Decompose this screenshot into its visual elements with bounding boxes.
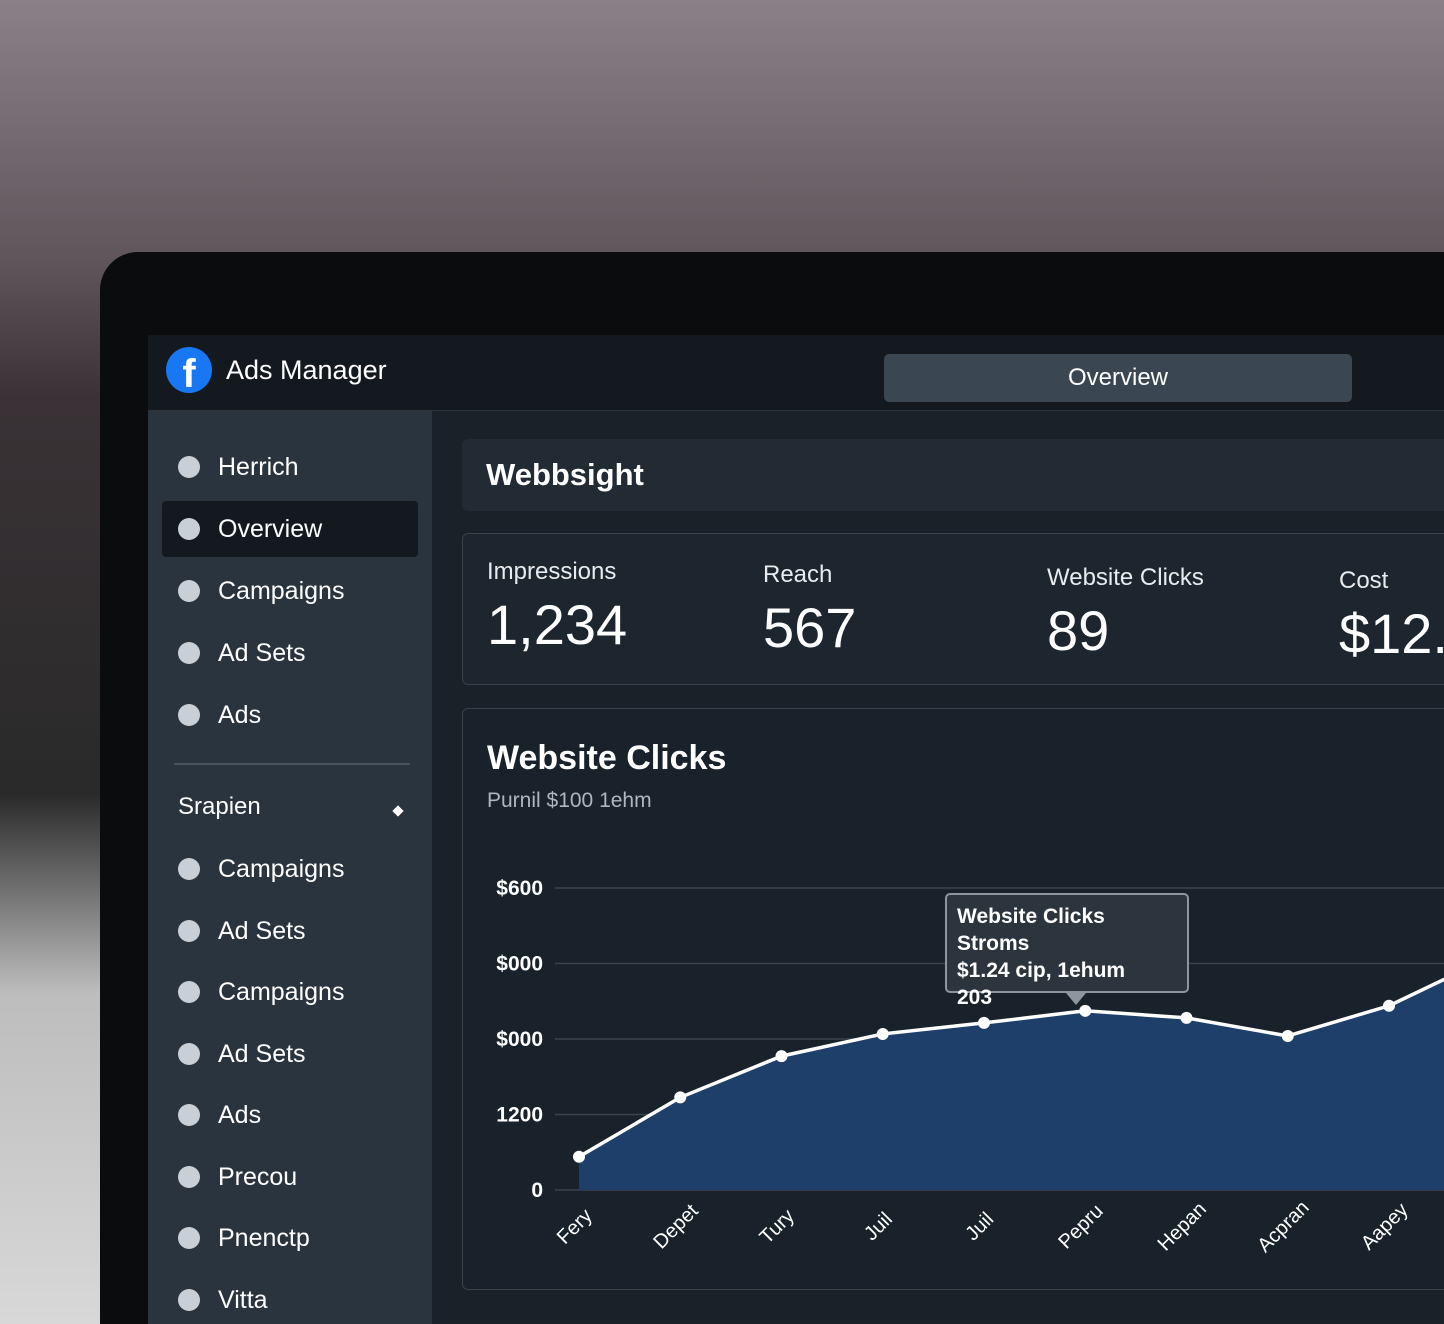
metric-label: Cost: [1339, 567, 1389, 594]
metrics: Impressions 1,234 Reach 567 Website Clicks 89…: [462, 533, 1444, 685]
nav-icon: [178, 1288, 200, 1311]
nav-item[interactable]: Herrich: [162, 439, 418, 495]
point: [1079, 1004, 1092, 1017]
section-toggle[interactable]: [392, 805, 404, 817]
tooltip-line: 203: [957, 986, 993, 1009]
tab[interactable]: Overview: [884, 354, 1352, 402]
tooltip-line: $1.24 cip, 1ehum: [957, 959, 1126, 982]
nav-icon: [178, 981, 200, 1003]
nav-icon: [178, 1042, 200, 1065]
x-tick-label: Depet: [649, 1200, 703, 1254]
metric-label: Website Clicks: [1047, 564, 1204, 591]
point: [573, 1150, 585, 1163]
section-title[interactable]: Srapien: [178, 793, 261, 820]
x-tick-label: Fery: [553, 1205, 597, 1249]
nav-icon: [178, 518, 200, 540]
nav-item[interactable]: Ad Sets: [162, 1026, 418, 1082]
x-tick-label: Acpran: [1253, 1197, 1313, 1257]
chart-card: Website Clicks Purnil $100 1ehm 0 1200 $00…: [462, 708, 1444, 1290]
nav-item[interactable]: Ad Sets: [162, 903, 418, 959]
nav-label: Ads: [218, 701, 262, 729]
screen: f Ads Manager Overview Srapien Herrich Ov…: [148, 335, 1444, 1324]
nav-item[interactable]: Ad Sets: [162, 625, 418, 681]
area-fill: [579, 979, 1444, 1190]
nav-icon: [178, 1227, 200, 1249]
chart: 0 1200 $000 $000 $600 Fery Depet Tury Juil Juil Pe…: [496, 877, 1444, 1257]
metric-value: 567: [763, 596, 857, 659]
app-name: Ads Manager: [226, 355, 387, 385]
nav-label: Herrich: [218, 453, 299, 481]
x-tick-label: Juil: [860, 1208, 897, 1245]
nav-icon: [178, 704, 200, 726]
nav-label: Campaigns: [218, 978, 345, 1006]
tooltip: Website Clicks Stroms $1.24 cip, 1ehum 203: [945, 893, 1189, 1009]
top-bar: f Ads Manager Overview: [148, 335, 1444, 411]
nav-item[interactable]: Vitta: [162, 1272, 418, 1324]
nav-item[interactable]: Overview: [162, 501, 418, 557]
nav-label: Ads: [218, 1101, 262, 1129]
point: [1383, 999, 1395, 1012]
x-tick-label: Hepan: [1154, 1198, 1211, 1255]
nav-icon: [178, 580, 200, 602]
nav-label: Campaigns: [218, 855, 345, 883]
chart-subtitle: Purnil $100 1ehm: [487, 789, 652, 812]
tooltip-pointer: [1066, 993, 1086, 1005]
nav-icon: [178, 1104, 200, 1126]
divider: [174, 763, 410, 765]
line: [578, 977, 1444, 1159]
nav-icon: [178, 919, 200, 942]
nav-item[interactable]: Ads: [162, 1087, 418, 1143]
nav-item[interactable]: Precou: [162, 1149, 418, 1205]
nav-icon: [178, 858, 200, 880]
point: [876, 1027, 889, 1040]
x-tick-label: Pepru: [1054, 1200, 1107, 1253]
nav-label: Campaigns: [218, 577, 345, 605]
point: [674, 1091, 687, 1104]
nav-label: Ad Sets: [218, 1039, 306, 1068]
y-tick-label: 0: [531, 1179, 543, 1202]
nav-label: Ad Sets: [218, 916, 306, 945]
nav-label: Precou: [218, 1162, 298, 1191]
logo[interactable]: f: [166, 347, 212, 393]
nav-item[interactable]: Campaigns: [162, 563, 418, 619]
metric-value: $12.: [1339, 602, 1444, 665]
metric-label: Reach: [763, 561, 833, 588]
nav-label: Ad Sets: [218, 639, 306, 667]
y-tick-label: $600: [496, 877, 543, 900]
y-tick-label: 1200: [496, 1104, 543, 1127]
chart-title: Website Clicks: [487, 739, 727, 777]
nav-item[interactable]: Ads: [162, 687, 418, 743]
point: [978, 1016, 990, 1029]
nav-item[interactable]: Pnenctp: [162, 1210, 418, 1266]
point: [1281, 1029, 1294, 1042]
tooltip-line: Website Clicks Stroms: [957, 905, 1105, 955]
x-tick-label: Juil: [961, 1208, 998, 1245]
nav-item[interactable]: Campaigns: [162, 964, 418, 1020]
sidebar: Srapien Herrich Overview Campaigns Ad Sets A…: [148, 411, 432, 1324]
y-tick-label: $000: [496, 1028, 543, 1051]
x-tick-label: Tury: [756, 1205, 799, 1248]
nav-label: Pnenctp: [218, 1224, 310, 1252]
metric-value: 89: [1047, 599, 1110, 662]
nav-icon: [178, 456, 200, 478]
y-tick-label: $000: [496, 953, 543, 976]
nav-icon: [178, 642, 200, 664]
nav-label: Overview: [218, 515, 323, 543]
metric-value: 1,234: [487, 593, 628, 656]
x-tick-label: Aapey: [1357, 1199, 1413, 1255]
nav-label: Vitta: [218, 1285, 268, 1314]
nav-item[interactable]: Campaigns: [162, 841, 418, 897]
metric-label: Impressions: [487, 558, 617, 585]
nav-icon: [178, 1165, 200, 1188]
panel-title: Webbsight: [462, 439, 1444, 511]
point: [775, 1050, 788, 1063]
point: [1180, 1011, 1193, 1024]
